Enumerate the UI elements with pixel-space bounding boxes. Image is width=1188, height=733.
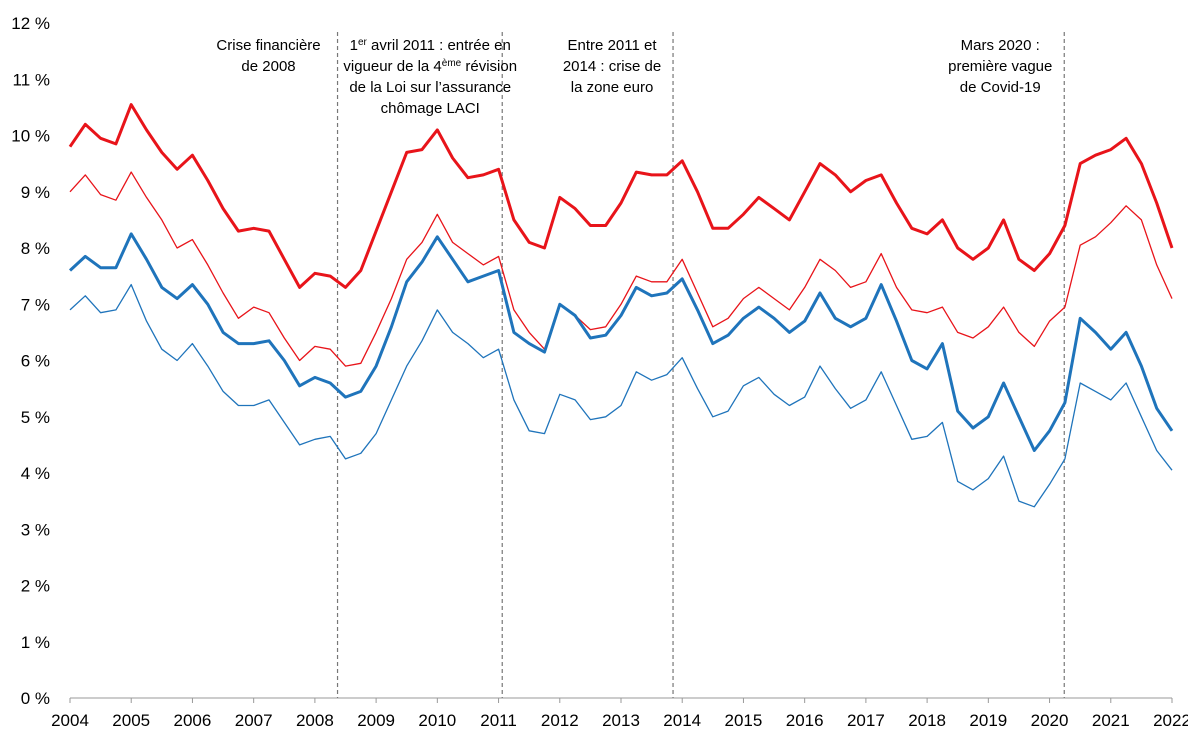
annotation-text: révision	[461, 58, 517, 75]
annotation: première vague	[948, 58, 1052, 75]
x-tick-label: 2010	[418, 711, 456, 730]
x-tick-label: 2022	[1153, 711, 1188, 730]
y-tick-label: 3 %	[21, 520, 50, 539]
annotation-text: 2014 : crise de	[563, 58, 661, 75]
annotation-text: 1	[350, 37, 358, 54]
x-tick-label: 2006	[174, 711, 212, 730]
annotation-text: la zone euro	[571, 79, 654, 96]
y-tick-label: 11 %	[13, 70, 51, 89]
x-tick-label: 2012	[541, 711, 579, 730]
y-tick-label: 8 %	[21, 239, 50, 258]
x-tick-label: 2004	[51, 711, 89, 730]
y-tick-label: 2 %	[21, 577, 50, 596]
series-line	[69, 171, 1173, 367]
y-tick-label: 9 %	[21, 183, 50, 202]
y-tick-label: 0 %	[21, 689, 50, 708]
annotation-text: Crise financière	[216, 37, 320, 54]
annotation: chômage LACI	[381, 100, 480, 117]
y-tick-label: 10 %	[11, 127, 50, 146]
annotation: 1er avril 2011 : entrée en	[350, 37, 511, 55]
y-tick-label: 4 %	[21, 464, 50, 483]
x-tick-label: 2015	[725, 711, 763, 730]
annotation-text: de Covid-19	[960, 79, 1041, 96]
x-tick-label: 2013	[602, 711, 640, 730]
x-tick-label: 2016	[786, 711, 824, 730]
annotation: de Covid-19	[960, 79, 1041, 96]
y-tick-label: 6 %	[21, 352, 50, 371]
x-tick-label: 2008	[296, 711, 334, 730]
annotation-text: vigueur de la 4	[343, 58, 441, 75]
x-tick-label: 2017	[847, 711, 885, 730]
annotation-text: Entre 2011 et	[568, 37, 658, 54]
annotation-text: avril 2011 : entrée en	[367, 37, 511, 54]
x-tick-label: 2005	[112, 711, 150, 730]
annotation: de 2008	[241, 58, 295, 75]
annotation: Entre 2011 et	[568, 37, 658, 54]
x-tick-label: 2019	[969, 711, 1007, 730]
annotation-text: de 2008	[241, 58, 295, 75]
y-tick-label: 7 %	[21, 295, 50, 314]
series-line	[69, 283, 1173, 508]
annotation-text: chômage LACI	[381, 100, 480, 117]
x-tick-label: 2009	[357, 711, 395, 730]
y-tick-label: 1 %	[21, 633, 50, 652]
annotation: vigueur de la 4ème révision	[343, 58, 517, 76]
superscript: er	[358, 37, 368, 48]
annotation-text: de la Loi sur l’assurance	[349, 79, 511, 96]
superscript: ème	[442, 58, 462, 69]
x-tick-label: 2007	[235, 711, 273, 730]
y-tick-label: 12 %	[11, 14, 50, 33]
annotation-text: première vague	[948, 58, 1052, 75]
annotation: 2014 : crise de	[563, 58, 661, 75]
x-tick-label: 2011	[480, 711, 517, 730]
annotation: la zone euro	[571, 79, 654, 96]
y-tick-label: 5 %	[21, 408, 50, 427]
x-tick-label: 2020	[1031, 711, 1069, 730]
annotation: Crise financière	[216, 37, 320, 54]
series-line	[68, 103, 1174, 289]
annotation: Mars 2020 :	[961, 37, 1040, 54]
annotation-text: Mars 2020 :	[961, 37, 1040, 54]
x-tick-label: 2014	[663, 711, 701, 730]
annotation: de la Loi sur l’assurance	[349, 79, 511, 96]
x-tick-label: 2021	[1092, 711, 1130, 730]
x-tick-label: 2018	[908, 711, 946, 730]
series-line	[68, 232, 1174, 452]
